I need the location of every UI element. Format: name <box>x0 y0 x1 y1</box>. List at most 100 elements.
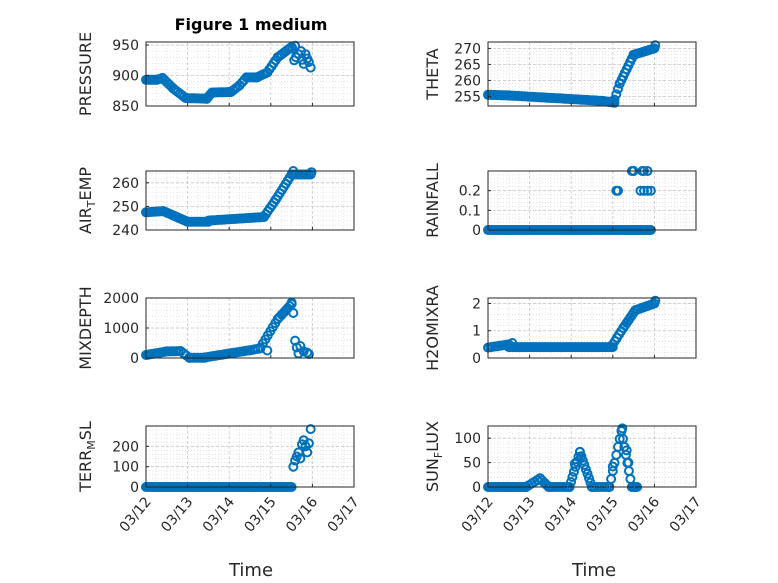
y-axis-label: AIRTEMP <box>76 167 98 234</box>
y-tick-label: 0.1 <box>459 203 481 219</box>
data-point <box>639 185 649 196</box>
y-tick-label: 0 <box>472 223 481 239</box>
data-point <box>306 167 317 178</box>
y-tick-label: 0 <box>130 480 139 496</box>
y-tick-label: 260 <box>454 73 481 89</box>
data-point <box>288 308 299 318</box>
subplot-1: 850 900 950 PRESSURE <box>76 32 355 116</box>
y-axis-label: TERRMSL <box>76 421 98 493</box>
data-point <box>575 452 586 463</box>
y-tick-label: 265 <box>454 57 481 73</box>
y-tick-label: 950 <box>112 38 139 54</box>
y-axis-label-main: TERR <box>76 450 95 493</box>
axes-box <box>145 425 355 488</box>
x-axis-label-right: Time <box>571 560 616 581</box>
data-point <box>532 475 543 486</box>
data-point <box>609 94 620 105</box>
data-point <box>613 185 623 196</box>
y-tick-label: 2000 <box>103 291 139 307</box>
data-point <box>642 185 653 196</box>
y-axis-label-main: AIR <box>76 207 95 234</box>
axes-box <box>487 297 697 359</box>
y-axis-label-main: SUN <box>423 458 442 492</box>
y-axis-label-subscript: M <box>85 440 98 450</box>
y-axis-label-main: PRESSURE <box>76 32 95 116</box>
y-axis-label-rest: SL <box>76 421 95 440</box>
data-point <box>302 447 313 458</box>
data-point <box>574 446 585 457</box>
data-point <box>305 424 316 435</box>
subplot-3: 240 250 260 AIRTEMP <box>76 166 355 239</box>
y-tick-label: 50 <box>463 456 481 472</box>
subplot-6: 0 1 2 H2OMIXRA <box>423 285 697 371</box>
axes-box <box>487 425 697 488</box>
y-tick-label: 200 <box>112 439 139 455</box>
y-axis-label: MIXDEPTH <box>76 286 95 369</box>
y-axis-label-main: RAINFALL <box>423 163 442 238</box>
data-point <box>569 458 580 469</box>
data-point <box>645 185 656 196</box>
y-tick-label: 270 <box>454 41 481 57</box>
y-axis-label-main: THETA <box>423 48 442 100</box>
y-axis-label-main: MIXDEPTH <box>76 286 95 369</box>
y-axis-label-rest: EMP <box>76 167 95 201</box>
subplot-5: 0 1000 2000 MIXDEPTH <box>76 286 355 370</box>
y-axis-label: SUNFLUX <box>423 421 445 492</box>
y-axis-label-subscript: F <box>432 452 445 458</box>
y-tick-label: 0 <box>472 351 481 367</box>
data-point <box>305 62 316 73</box>
axes-box <box>487 170 697 231</box>
y-tick-label: 255 <box>454 89 481 105</box>
data-point <box>611 89 622 100</box>
axes-box <box>145 41 355 107</box>
y-tick-label: 2 <box>472 296 481 312</box>
y-tick-label: 240 <box>112 223 139 239</box>
data-point <box>303 438 314 449</box>
y-tick-label: 1 <box>472 324 481 340</box>
data-point <box>303 57 314 68</box>
data-point <box>650 40 661 51</box>
chart-title: Figure 1 medium <box>175 15 328 34</box>
y-tick-label: 0 <box>130 351 139 367</box>
data-point <box>613 83 623 94</box>
y-tick-label: 260 <box>112 176 139 192</box>
data-point <box>287 43 298 54</box>
plot-area <box>488 171 696 230</box>
data-point <box>623 457 634 468</box>
data-point <box>580 464 591 475</box>
data-point <box>567 472 578 482</box>
x-axis-label-left: Time <box>228 560 273 581</box>
subplot-4: 0 0.1 0.2 RAINFALL <box>423 163 697 239</box>
y-axis-label-subscript: T <box>85 200 98 208</box>
y-axis-label: THETA <box>423 48 442 100</box>
axes-box <box>487 41 697 107</box>
y-tick-label: 850 <box>112 99 139 115</box>
y-axis-label-rest: LUX <box>423 421 442 452</box>
data-point <box>288 461 299 472</box>
y-tick-label: 900 <box>112 69 139 85</box>
y-tick-label: 100 <box>454 431 481 447</box>
y-axis-label: H2OMIXRA <box>423 285 442 371</box>
data-point <box>295 453 306 464</box>
y-axis-label: PRESSURE <box>76 32 95 116</box>
y-tick-label: 1000 <box>103 321 139 337</box>
y-tick-label: 250 <box>112 199 139 215</box>
y-axis-label: RAINFALL <box>423 163 442 238</box>
data-point <box>617 423 628 434</box>
data-point <box>650 295 661 306</box>
data-point <box>621 445 632 456</box>
axes-box <box>145 170 355 231</box>
data-point <box>607 461 618 472</box>
y-tick-label: 100 <box>112 460 139 476</box>
data-point <box>584 473 594 484</box>
data-point <box>582 468 593 479</box>
y-axis-label-main: H2OMIXRA <box>423 285 442 371</box>
data-point <box>302 347 313 358</box>
data-point <box>507 338 518 348</box>
y-tick-label: 0 <box>472 480 481 496</box>
y-tick-label: 0.2 <box>459 184 481 200</box>
data-point <box>262 345 273 356</box>
